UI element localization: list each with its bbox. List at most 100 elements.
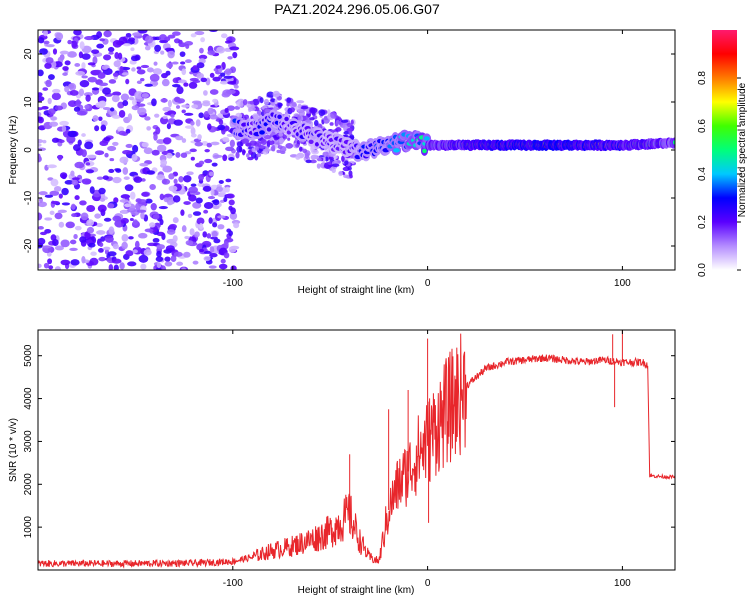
heatmap-noise-blob xyxy=(81,256,86,264)
heatmap-noise-blob xyxy=(79,236,87,243)
heatmap-noise-blob xyxy=(86,226,95,234)
heatmap-noise-blob xyxy=(194,30,205,36)
heatmap-ridge-cell xyxy=(284,116,289,122)
heatmap-noise-blob xyxy=(158,34,168,42)
heatmap-scatter-blob xyxy=(297,114,301,121)
heatmap-scatter-blob xyxy=(343,130,350,135)
heatmap-noise-blob xyxy=(112,91,122,96)
heatmap-noise-blob xyxy=(160,159,168,166)
heatmap-noise-blob xyxy=(217,192,227,198)
heatmap-scatter-blob xyxy=(241,138,250,144)
heatmap-noise-blob xyxy=(128,236,134,240)
heatmap-noise-blob xyxy=(156,174,166,181)
x-tick-label: 100 xyxy=(614,278,631,289)
heatmap-noise-blob xyxy=(45,57,54,64)
heatmap-noise-blob xyxy=(156,267,162,270)
heatmap-noise-blob xyxy=(43,40,50,45)
heatmap-noise-blob xyxy=(190,120,195,126)
heatmap-noise-blob xyxy=(57,154,63,161)
heatmap-scatter-blob xyxy=(328,156,335,160)
heatmap-noise-blob xyxy=(141,93,149,98)
heatmap-noise-blob xyxy=(220,258,226,264)
heatmap-noise-blob xyxy=(173,178,178,185)
snr-y-label: SNR (10 * v/v) xyxy=(8,418,19,482)
heatmap-noise-blob xyxy=(222,154,228,162)
heatmap-noise-blob xyxy=(121,233,129,242)
heatmap-noise-blob xyxy=(81,62,86,70)
heatmap-noise-blob xyxy=(226,133,234,138)
heatmap-noise-blob xyxy=(153,133,158,141)
heatmap-noise-blob xyxy=(119,156,129,164)
heatmap-noise-blob xyxy=(38,95,45,102)
heatmap-noise-blob xyxy=(159,193,165,201)
heatmap-noise-blob xyxy=(81,149,87,158)
heatmap-noise-blob xyxy=(172,31,181,36)
heatmap-noise-blob xyxy=(44,217,53,221)
heatmap-noise-blob xyxy=(73,234,78,240)
heatmap-noise-blob xyxy=(212,76,221,82)
heatmap-scatter-blob xyxy=(286,97,292,103)
heatmap-scatter-blob xyxy=(341,119,349,123)
heatmap-noise-blob xyxy=(149,73,160,82)
heatmap-noise-blob xyxy=(69,90,79,96)
y-tick-label: 3000 xyxy=(23,430,34,453)
heatmap-noise-blob xyxy=(77,139,82,147)
heatmap-noise-blob xyxy=(84,36,94,41)
heatmap-noise-blob xyxy=(203,110,210,118)
heatmap-noise-blob xyxy=(98,187,106,195)
heatmap-scatter-blob xyxy=(309,107,318,114)
heatmap-noise-blob xyxy=(183,175,192,183)
heatmap-noise-blob xyxy=(111,114,121,119)
heatmap-noise-blob xyxy=(151,149,160,156)
heatmap-noise-blob xyxy=(220,72,226,77)
heatmap-noise-blob xyxy=(71,177,80,181)
heatmap-noise-blob xyxy=(171,84,181,88)
heatmap-noise-blob xyxy=(91,49,100,54)
heatmap-noise-blob xyxy=(94,150,105,156)
heatmap-noise-blob xyxy=(132,32,142,37)
heatmap-scatter-blob xyxy=(330,111,337,119)
heatmap-noise-blob xyxy=(67,100,78,108)
heatmap-noise-blob xyxy=(218,180,224,184)
heatmap-noise-blob xyxy=(73,30,82,36)
snr-line xyxy=(38,333,675,569)
heatmap-scatter-blob xyxy=(278,132,284,137)
heatmap-noise-blob xyxy=(221,33,228,39)
heatmap-noise-blob xyxy=(49,210,55,216)
heatmap-scatter-blob xyxy=(291,101,297,107)
heatmap-noise-blob xyxy=(199,47,204,54)
heatmap-noise-blob xyxy=(68,83,75,89)
heatmap-noise-blob xyxy=(196,217,205,225)
heatmap-noise-blob xyxy=(69,239,77,245)
heatmap-noise-blob xyxy=(103,30,112,38)
heatmap-noise-blob xyxy=(188,81,198,89)
heatmap-noise-blob xyxy=(95,223,103,228)
heatmap-noise-blob xyxy=(121,72,129,76)
heatmap-noise-blob xyxy=(108,264,114,270)
heatmap-noise-blob xyxy=(141,142,149,148)
heatmap-noise-blob xyxy=(64,85,70,93)
heatmap-scatter-blob xyxy=(285,143,294,149)
heatmap-noise-blob xyxy=(136,103,146,107)
heatmap-noise-blob xyxy=(167,201,173,206)
heatmap-noise-blob xyxy=(85,94,91,102)
heatmap-noise-blob xyxy=(188,186,199,194)
heatmap-noise-blob xyxy=(155,256,164,263)
heatmap-noise-blob xyxy=(212,205,220,210)
heatmap-scatter-blob xyxy=(279,137,284,144)
heatmap-noise-blob xyxy=(70,170,75,177)
heatmap-noise-blob xyxy=(175,135,184,141)
heatmap-noise-blob xyxy=(213,238,221,244)
heatmap-noise-blob xyxy=(120,217,129,224)
heatmap-noise-blob xyxy=(208,217,213,224)
heatmap-noise-blob xyxy=(127,37,135,42)
heatmap-noise-blob xyxy=(146,170,155,175)
heatmap-noise-blob xyxy=(192,201,202,209)
heatmap-noise-blob xyxy=(136,209,147,213)
heatmap-noise-blob xyxy=(190,127,196,135)
heatmap-scatter-blob xyxy=(329,122,334,126)
heatmap-noise-blob xyxy=(207,195,216,200)
heatmap-noise-blob xyxy=(112,176,122,184)
heatmap-noise-blob xyxy=(168,223,177,230)
heatmap-noise-blob xyxy=(45,79,52,88)
